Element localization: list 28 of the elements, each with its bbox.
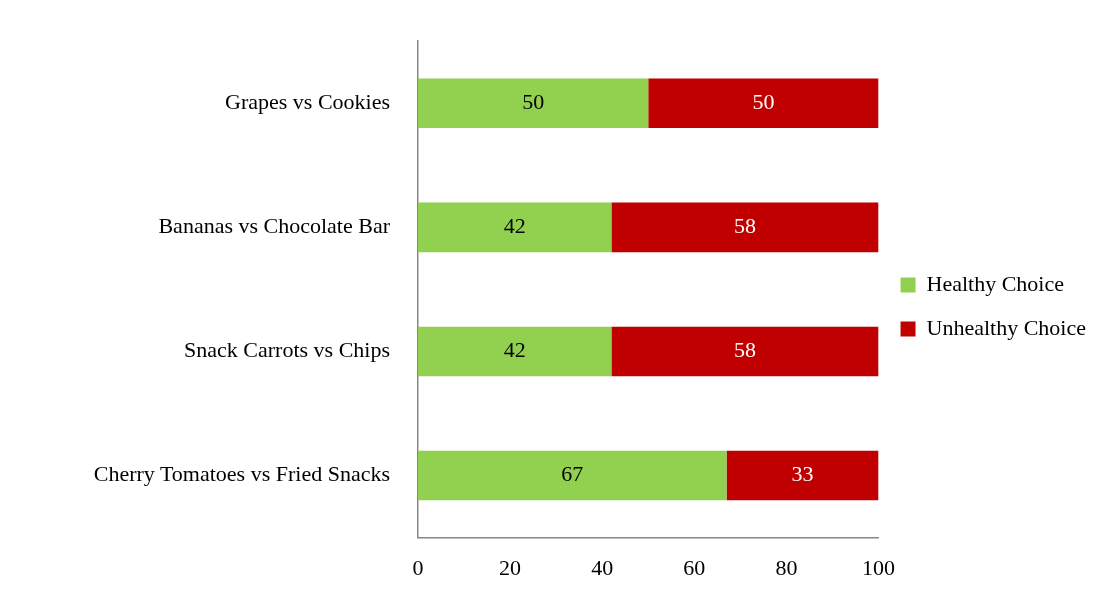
x-tick-label: 20 bbox=[499, 554, 522, 580]
bar bbox=[418, 78, 649, 129]
data-label: 33 bbox=[791, 461, 814, 487]
bar bbox=[418, 202, 612, 253]
x-tick-label: 60 bbox=[683, 554, 706, 580]
x-tick-label: 100 bbox=[862, 554, 896, 580]
y-tick-label: Bananas vs Chocolate Bar bbox=[158, 213, 391, 239]
data-label: 42 bbox=[503, 337, 526, 363]
data-label: 58 bbox=[733, 213, 756, 239]
legend-label: Unhealthy Choice bbox=[926, 314, 1087, 340]
bar bbox=[418, 450, 727, 501]
bar bbox=[611, 326, 879, 377]
x-tick-label: 40 bbox=[591, 554, 614, 580]
y-tick-label: Snack Carrots vs Chips bbox=[184, 337, 390, 363]
bar bbox=[726, 450, 879, 501]
y-tick-label: Grapes vs Cookies bbox=[225, 89, 390, 115]
data-label: 42 bbox=[503, 213, 526, 239]
x-tick-label: 80 bbox=[775, 554, 798, 580]
legend-label: Healthy Choice bbox=[926, 270, 1065, 296]
data-label: 58 bbox=[733, 337, 756, 363]
data-label: 50 bbox=[752, 89, 775, 115]
bar bbox=[418, 326, 612, 377]
x-tick-label: 0 bbox=[412, 554, 424, 580]
bar bbox=[611, 202, 879, 253]
y-tick-label: Cherry Tomatoes vs Fried Snacks bbox=[93, 461, 390, 487]
data-label: 50 bbox=[522, 89, 545, 115]
bar bbox=[648, 78, 879, 129]
data-label: 67 bbox=[561, 461, 584, 487]
